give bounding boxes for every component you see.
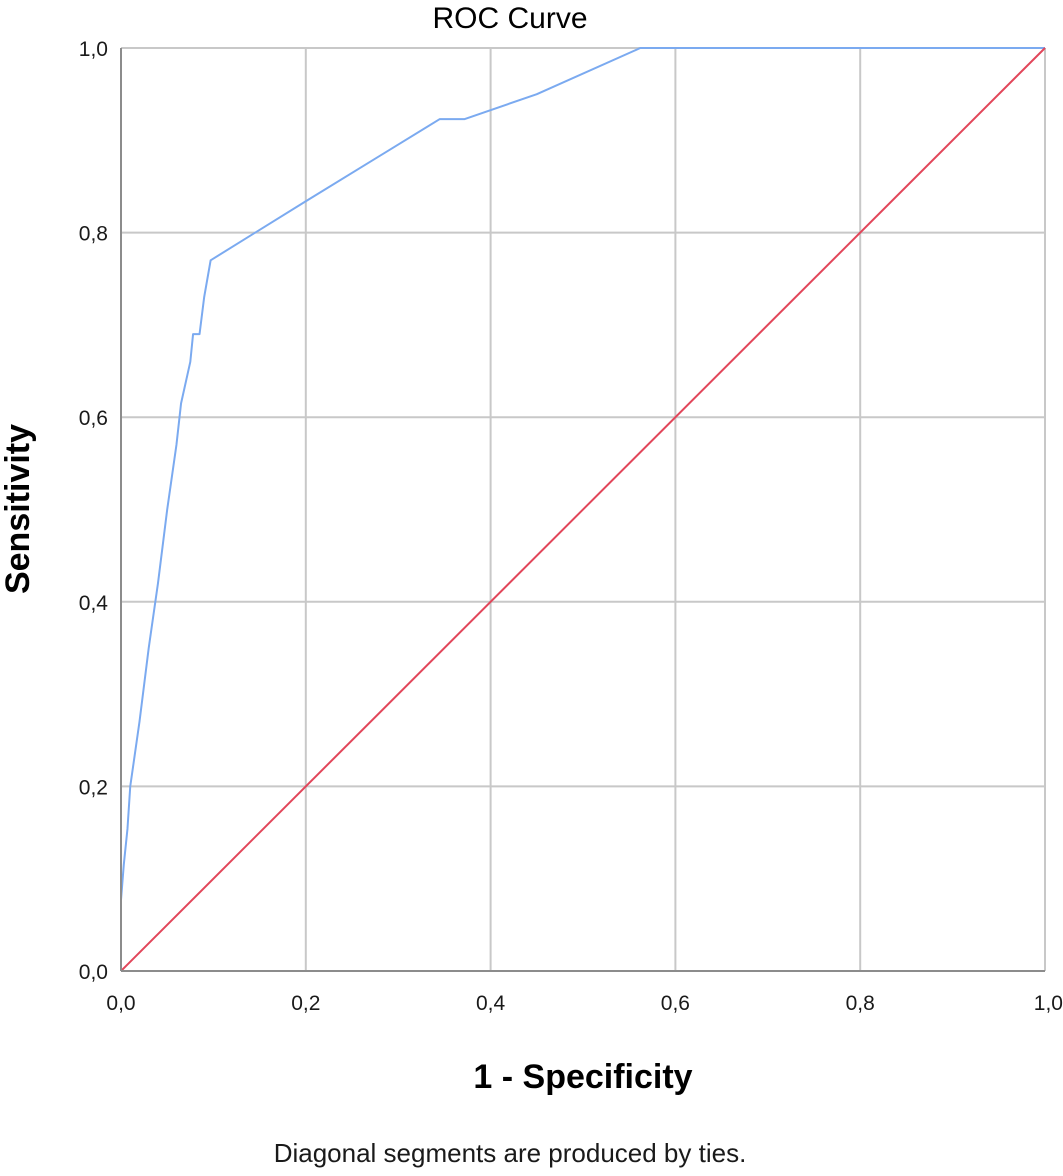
x-tick-label-3: 0,6: [661, 992, 690, 1015]
x-tick-label-0: 0,0: [106, 992, 135, 1015]
y-axis-title: Sensitivity: [0, 424, 37, 594]
series-lines: [120, 47, 1046, 972]
x-tick-label-4: 0,8: [846, 992, 875, 1015]
x-tick-label-2: 0,4: [476, 992, 506, 1015]
footnote: Diagonal segments are produced by ties.: [274, 1138, 747, 1168]
x-tick-labels: 0,0 0,2 0,4 0,6 0,8 1,0: [106, 992, 1063, 1015]
chart-title: ROC Curve: [432, 2, 587, 35]
y-tick-label-2: 0,4: [79, 592, 109, 615]
y-tick-labels: 0,0 0,2 0,4 0,6 0,8 1,0: [79, 38, 109, 984]
plot-frame: [120, 48, 1045, 972]
x-tick-label-1: 0,2: [291, 992, 320, 1015]
reference-diagonal-line: [120, 47, 1046, 972]
x-axis-title: 1 - Specificity: [473, 1058, 692, 1096]
y-tick-label-0: 0,0: [79, 961, 108, 984]
roc-curve-line: [120, 47, 1045, 971]
y-tick-label-1: 0,2: [79, 776, 108, 799]
y-tick-label-3: 0,6: [79, 407, 108, 430]
x-tick-label-5: 1,0: [1034, 992, 1063, 1015]
y-tick-label-4: 0,8: [79, 223, 108, 246]
y-tick-label-5: 1,0: [79, 38, 108, 61]
